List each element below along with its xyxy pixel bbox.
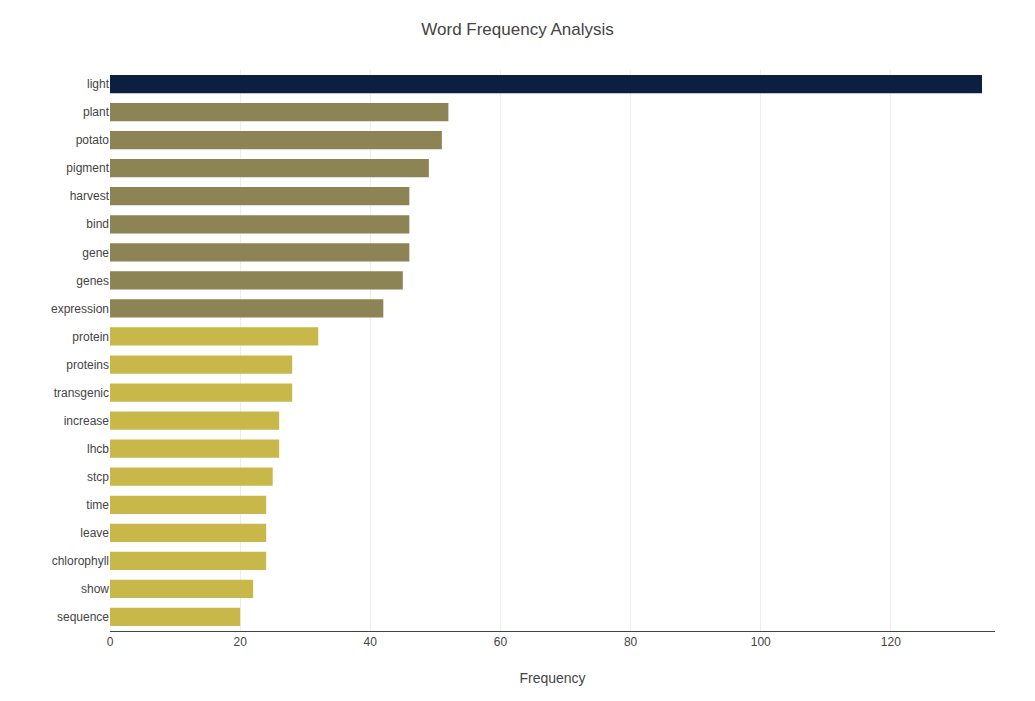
svg-text:light: light [87,77,110,91]
svg-text:100: 100 [751,635,771,649]
svg-text:lhcb: lhcb [87,442,109,456]
svg-text:chlorophyll: chlorophyll [52,554,109,568]
svg-text:leave: leave [80,526,109,540]
svg-text:transgenic: transgenic [54,386,109,400]
svg-text:expression: expression [51,302,109,316]
svg-text:protein: protein [72,330,109,344]
svg-text:time: time [86,498,109,512]
svg-text:stcp: stcp [87,470,109,484]
svg-text:gene: gene [82,246,109,260]
svg-text:potato: potato [76,133,110,147]
svg-text:show: show [81,582,109,596]
svg-text:sequence: sequence [57,610,109,624]
svg-text:120: 120 [881,635,901,649]
svg-text:20: 20 [233,635,247,649]
svg-text:pigment: pigment [66,161,109,175]
svg-text:plant: plant [83,105,110,119]
svg-text:bind: bind [86,217,109,231]
svg-text:40: 40 [364,635,378,649]
svg-text:genes: genes [76,274,109,288]
svg-text:proteins: proteins [66,358,109,372]
svg-text:80: 80 [624,635,638,649]
svg-text:Word Frequency Analysis: Word Frequency Analysis [421,20,613,39]
svg-text:Frequency: Frequency [519,670,585,686]
svg-text:increase: increase [64,414,110,428]
svg-text:60: 60 [494,635,508,649]
svg-text:harvest: harvest [70,189,110,203]
svg-text:0: 0 [107,635,114,649]
